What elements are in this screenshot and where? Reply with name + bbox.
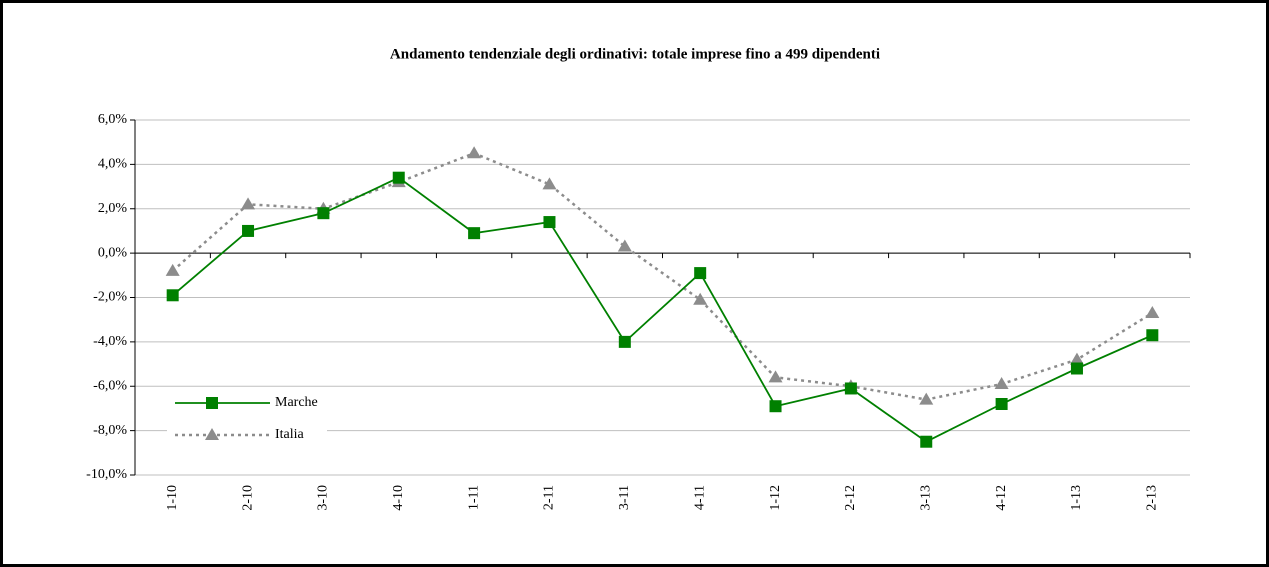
legend-label: Italia: [275, 427, 305, 442]
marker: [165, 263, 180, 276]
marker: [618, 335, 631, 348]
x-tick-label: 1-12: [768, 485, 783, 511]
marker: [769, 400, 782, 413]
x-tick-label: 2-10: [240, 485, 255, 511]
marker: [392, 171, 405, 184]
marker: [241, 197, 256, 210]
x-tick-label: 3-13: [918, 485, 933, 511]
marker: [919, 392, 934, 405]
legend-marker: [206, 397, 218, 409]
x-tick-label: 2-11: [542, 485, 557, 510]
x-tick-label: 4-11: [692, 485, 707, 510]
x-tick-label: 4-10: [391, 485, 406, 511]
x-tick-label: 2-12: [843, 485, 858, 511]
marker: [844, 382, 857, 395]
marker: [242, 224, 255, 237]
chart-title: Andamento tendenziale degli ordinativi: …: [390, 46, 880, 62]
x-tick-label: 3-11: [617, 485, 632, 510]
legend-label: Marche: [275, 395, 318, 410]
marker: [468, 227, 481, 240]
y-tick-label: 6,0%: [98, 112, 128, 127]
marker: [994, 377, 1009, 390]
y-tick-label: -6,0%: [93, 378, 127, 393]
y-tick-label: 2,0%: [98, 201, 128, 216]
y-tick-label: -8,0%: [93, 423, 127, 438]
series-line: [171, 151, 1153, 401]
marker: [617, 239, 632, 252]
y-tick-label: -10,0%: [86, 467, 127, 482]
x-tick-label: 4-12: [994, 485, 1009, 511]
marker: [317, 207, 330, 220]
x-tick-label: 2-13: [1145, 485, 1160, 511]
marker: [920, 435, 933, 448]
marker: [1070, 362, 1083, 375]
marker: [1146, 329, 1159, 342]
marker: [467, 146, 482, 159]
marker: [166, 289, 179, 302]
x-tick-label: 3-10: [316, 485, 331, 511]
y-tick-label: -4,0%: [93, 334, 127, 349]
x-tick-label: 1-13: [1069, 485, 1084, 511]
marker: [693, 292, 708, 305]
y-tick-label: 4,0%: [98, 157, 128, 172]
x-tick-label: 1-11: [466, 485, 481, 510]
marker: [995, 398, 1008, 410]
marker: [1145, 306, 1160, 319]
y-tick-label: 0,0%: [98, 245, 128, 260]
marker: [768, 370, 783, 383]
legend-marker: [205, 428, 219, 440]
y-tick-label: -2,0%: [93, 290, 127, 305]
marker: [543, 216, 556, 229]
marker: [1069, 352, 1084, 365]
series-line: [172, 176, 1153, 443]
marker: [542, 177, 557, 190]
marker: [694, 267, 707, 280]
x-tick-label: 1-10: [165, 485, 180, 511]
